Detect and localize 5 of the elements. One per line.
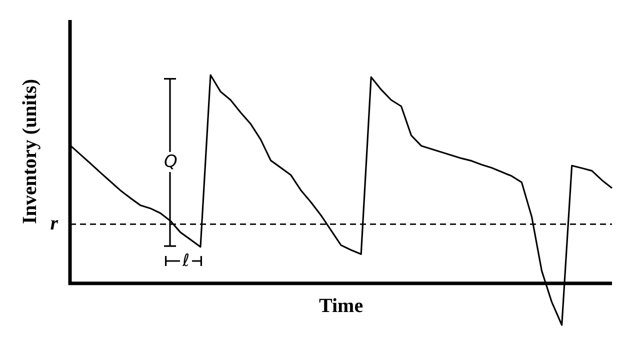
annotation: Q <box>164 152 178 172</box>
y-axis-title: Inventory (units) <box>18 79 42 224</box>
x-axis-title: Time <box>319 295 364 318</box>
annotation: ℓ <box>180 251 192 272</box>
ref-line-label: r <box>50 212 58 234</box>
